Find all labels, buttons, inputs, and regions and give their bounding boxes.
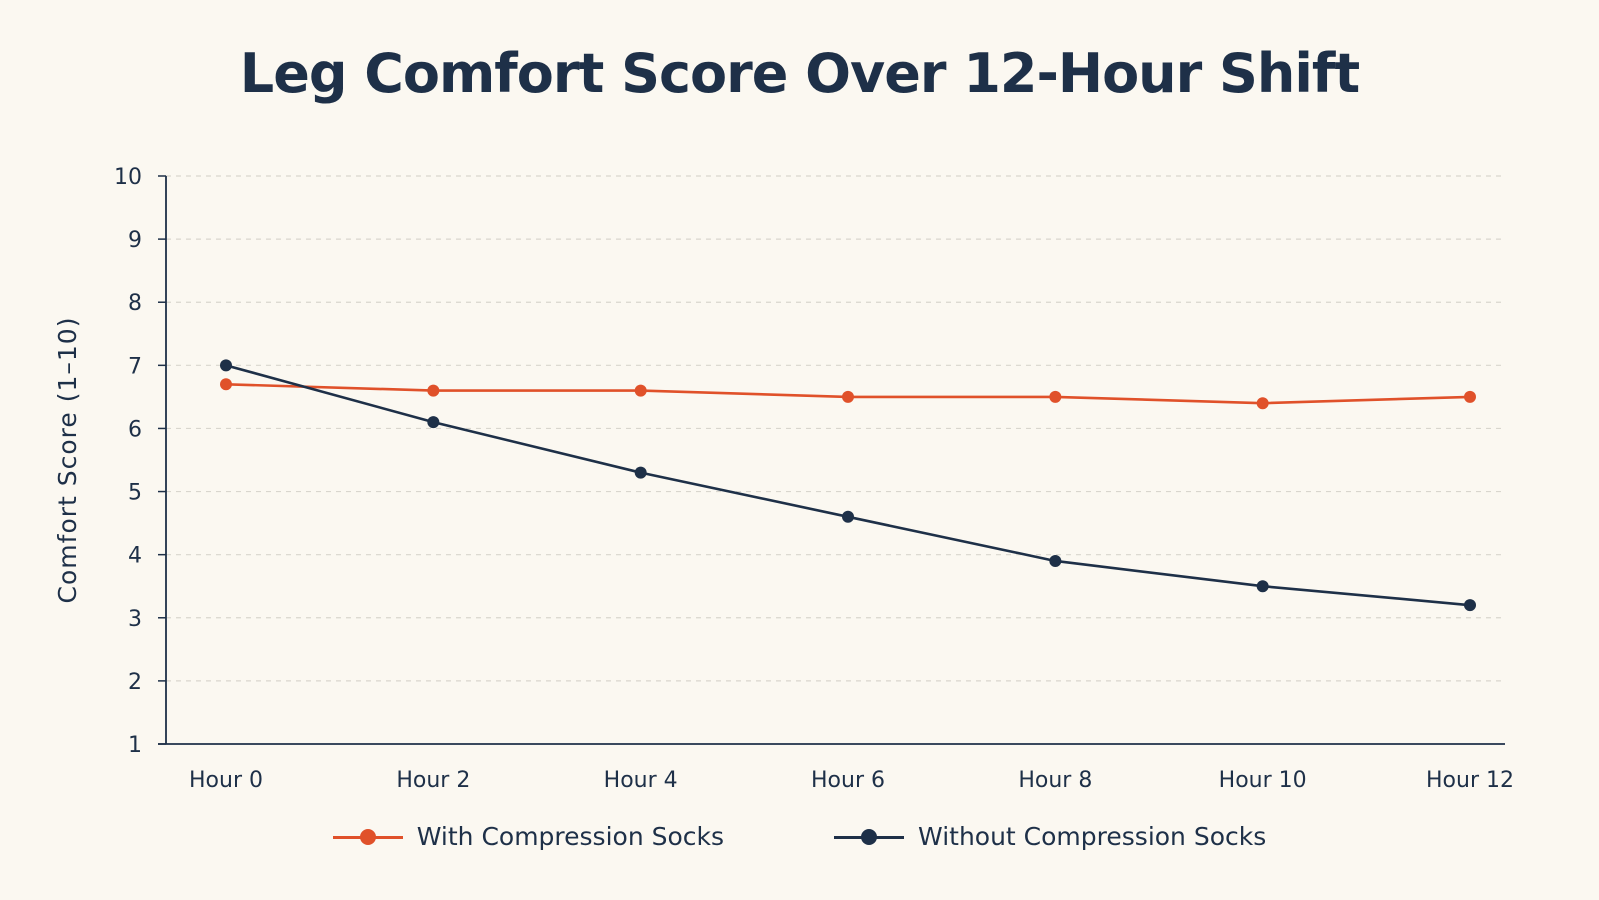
y-tick-label: 1 (128, 733, 142, 758)
data-point (427, 416, 440, 429)
series-group (220, 359, 1476, 612)
y-tick-label: 8 (128, 291, 142, 316)
legend-label: Without Compression Socks (918, 822, 1267, 851)
data-point (220, 359, 232, 372)
data-point (1049, 390, 1062, 403)
x-tick-label: Hour 2 (396, 768, 470, 793)
data-point (1256, 580, 1269, 593)
legend: With Compression Socks Without Compressio… (0, 822, 1599, 851)
series (220, 359, 1476, 612)
x-tick-label: Hour 0 (189, 768, 263, 793)
y-axis-title: Comfort Score (1–10) (53, 317, 82, 604)
data-point (1464, 599, 1476, 612)
y-tick-label: 5 (128, 481, 142, 506)
data-point (634, 466, 647, 479)
legend-swatch (834, 827, 905, 847)
data-point (842, 510, 854, 523)
data-point (427, 384, 440, 397)
data-point (1256, 397, 1269, 410)
x-tick-label: Hour 8 (1018, 768, 1092, 793)
y-tick-label: 10 (114, 165, 142, 190)
data-point (842, 390, 854, 403)
series-group (220, 378, 1476, 410)
data-point (634, 384, 647, 397)
y-tick-label: 3 (128, 607, 142, 632)
y-tick-label: 2 (128, 670, 142, 695)
y-tick-label: 9 (128, 228, 142, 253)
y-tick-label: 4 (128, 544, 142, 569)
legend-swatch (332, 827, 403, 847)
data-point (220, 378, 232, 391)
x-tick-label: Hour 10 (1219, 768, 1307, 793)
x-tick-label: Hour 4 (604, 768, 678, 793)
data-point (1464, 390, 1476, 403)
gridlines (166, 175, 1505, 682)
legend-item: With Compression Socks (332, 822, 725, 851)
chart-title: Leg Comfort Score Over 12-Hour Shift (239, 42, 1360, 105)
y-tick-label: 6 (128, 417, 142, 442)
x-tick-label: Hour 6 (811, 768, 885, 793)
axes (158, 175, 1505, 745)
data-point (1049, 554, 1062, 567)
x-tick-label: Hour 12 (1426, 768, 1514, 793)
legend-label: With Compression Socks (416, 822, 725, 851)
tick-labels: 1 2 3 4 5 6 7 8 9 10 Hour 0 Hour 2 Hour 4 Hour 6 Hour … (114, 165, 1514, 793)
legend-item: Without Compression Socks (834, 822, 1266, 851)
y-tick-label: 7 (128, 354, 142, 379)
